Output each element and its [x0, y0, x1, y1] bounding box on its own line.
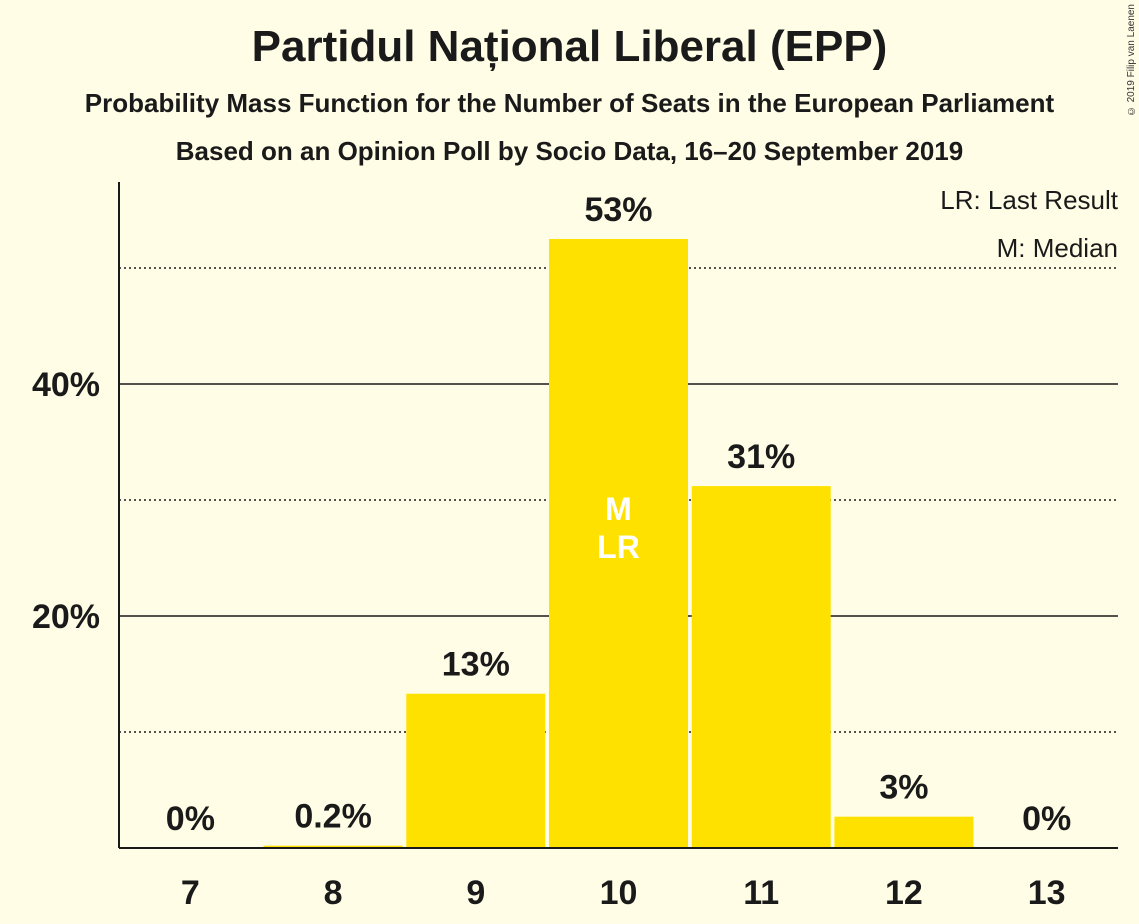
bar-9: [406, 693, 546, 848]
legend-last-result: LR: Last Result: [940, 185, 1119, 215]
data-label: 53%: [584, 191, 652, 229]
y-tick-label: 40%: [32, 366, 100, 404]
bar-11: [691, 486, 831, 848]
bar-annotation: M: [605, 491, 632, 527]
chart-subtitle-source: Based on an Opinion Poll by Socio Data, …: [175, 136, 964, 166]
x-tick-label: 11: [743, 874, 779, 912]
bar-10: [549, 239, 688, 848]
bars: [263, 239, 974, 848]
data-label: 13%: [442, 646, 510, 684]
axis-ticks: 20% 40% 7 8 9 10 11 12 13: [32, 366, 1066, 912]
x-tick-label: 10: [600, 874, 638, 912]
x-tick-label: 9: [466, 874, 485, 912]
data-label: 31%: [727, 438, 795, 476]
x-tick-label: 7: [181, 874, 200, 912]
x-tick-label: 12: [885, 874, 923, 912]
legend-median: M: Median: [997, 233, 1118, 263]
y-tick-label: 20%: [32, 598, 100, 636]
x-tick-label: 8: [324, 874, 343, 912]
data-label: 0.2%: [294, 798, 372, 836]
data-label: 0%: [166, 800, 215, 838]
chart-title: Partidul Național Liberal (EPP): [251, 22, 888, 71]
bar-8: [263, 845, 403, 848]
data-label: 3%: [879, 769, 928, 807]
bar-12: [834, 816, 974, 848]
bar-annotation: LR: [597, 529, 640, 565]
value-labels: 0% 0.2% 13% 53% 31% 3% 0% MLR: [166, 191, 1071, 838]
data-label: 0%: [1022, 800, 1071, 838]
x-tick-label: 13: [1028, 874, 1066, 912]
chart-subtitle: Probability Mass Function for the Number…: [84, 88, 1055, 118]
